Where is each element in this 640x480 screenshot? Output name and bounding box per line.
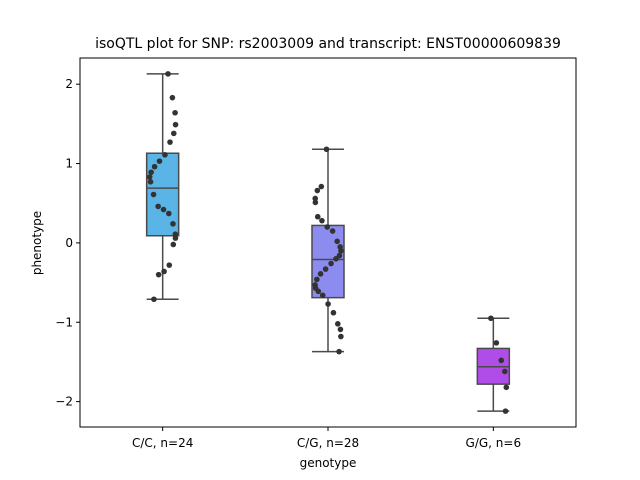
data-point (338, 248, 344, 254)
data-point (328, 260, 334, 267)
data-point (318, 183, 325, 190)
data-point (338, 333, 344, 340)
data-point (172, 235, 179, 241)
data-point (172, 121, 179, 128)
data-point (150, 191, 157, 198)
box-group-3 (476, 317, 511, 412)
y-tick-label: 0 (65, 236, 73, 250)
data-point (314, 213, 321, 220)
data-point (312, 199, 319, 206)
data-point (170, 221, 176, 227)
x-tick-label: G/G, n=6 (466, 436, 522, 450)
data-point (317, 271, 324, 277)
x-axis-label: genotype (300, 456, 357, 470)
box-group-1 (145, 73, 180, 300)
data-point (498, 357, 505, 364)
data-point (315, 288, 322, 295)
data-point (155, 203, 161, 210)
data-point (319, 217, 325, 224)
data-point (169, 94, 176, 101)
data-point (172, 231, 179, 237)
data-point (172, 109, 178, 116)
data-point (334, 238, 340, 245)
data-point (325, 301, 331, 307)
data-point (322, 266, 329, 272)
y-tick-label: −1 (55, 315, 73, 329)
data-point (503, 384, 510, 391)
data-point (151, 296, 157, 303)
data-point (148, 169, 154, 176)
data-point (329, 228, 336, 234)
data-point (162, 152, 168, 158)
data-point (335, 321, 341, 327)
points-group-3 (488, 315, 510, 414)
iqr-box (311, 224, 345, 299)
data-point (502, 408, 509, 414)
data-point (312, 195, 319, 202)
y-tick-label: −2 (55, 395, 73, 409)
data-point (151, 163, 158, 170)
box-group-2 (311, 148, 345, 353)
data-point (161, 268, 167, 275)
data-point (146, 174, 153, 180)
data-point (493, 340, 500, 346)
data-point (166, 262, 173, 268)
x-axis: C/C, n=24 C/G, n=28 G/G, n=6 (132, 427, 521, 450)
data-point (314, 276, 320, 283)
data-point (337, 326, 344, 333)
data-point (324, 224, 331, 230)
data-point (147, 178, 154, 185)
data-point (333, 255, 339, 262)
data-point (488, 315, 494, 322)
data-point (167, 139, 173, 145)
data-point (165, 71, 171, 77)
chart-title: isoQTL plot for SNP: rs2003009 and trans… (95, 36, 561, 52)
x-tick-label: C/G, n=28 (297, 436, 359, 450)
data-point (156, 158, 163, 164)
data-point (336, 348, 342, 355)
points-group-2 (312, 146, 344, 355)
data-point (166, 210, 172, 217)
plot-area (145, 71, 511, 414)
data-point (170, 241, 177, 248)
data-point (319, 292, 326, 299)
y-tick-label: 2 (65, 77, 73, 91)
y-tick-label: 1 (65, 157, 73, 171)
data-point (155, 271, 162, 278)
data-point (501, 368, 508, 375)
y-axis: 2 1 0 −1 −2 (55, 77, 80, 409)
points-group-1 (146, 71, 179, 303)
data-point (323, 146, 330, 153)
y-axis-label: phenotype (30, 211, 44, 275)
data-point (170, 130, 177, 137)
data-point (314, 187, 321, 194)
data-point (330, 309, 337, 316)
x-tick-label: C/C, n=24 (132, 436, 193, 450)
data-point (160, 206, 167, 213)
